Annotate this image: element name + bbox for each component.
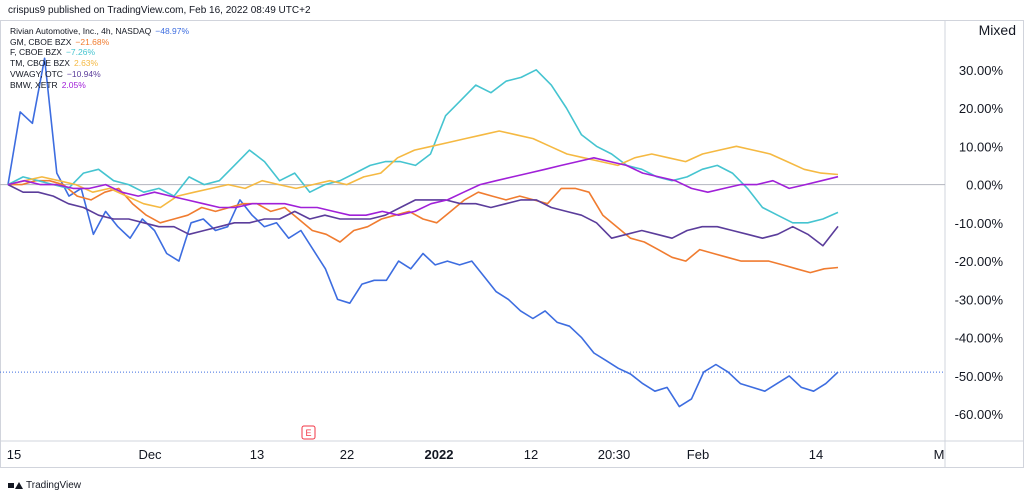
legend-item-3[interactable]: TM, CBOE BZX 2.63%	[10, 58, 189, 69]
legend-item-name: Rivian Automotive, Inc., 4h, NASDAQ	[10, 26, 152, 36]
scale-mode-label[interactable]: Mixed	[978, 22, 1016, 38]
series-legend: Rivian Automotive, Inc., 4h, NASDAQ −48.9…	[10, 26, 189, 90]
series-line-5[interactable]	[7, 157, 839, 216]
legend-item-2[interactable]: F, CBOE BZX −7.26%	[10, 47, 189, 58]
legend-item-value: −48.97%	[155, 26, 190, 36]
series-line-4[interactable]	[7, 183, 839, 247]
x-tick-label-8: 14	[809, 447, 823, 462]
y-tick-label-9: -60.00%	[955, 407, 1004, 422]
tradingview-logo-icon	[8, 481, 23, 490]
series-line-0[interactable]	[7, 57, 839, 408]
footer-brand-label: TradingView	[26, 480, 82, 491]
earnings-marker[interactable]: E	[301, 425, 316, 440]
legend-item-5[interactable]: BMW, XETR 2.05%	[10, 80, 189, 91]
legend-item-4[interactable]: VWAGY, OTC −10.94%	[10, 69, 189, 80]
y-tick-label-6: -30.00%	[955, 292, 1004, 307]
y-tick-label-7: -40.00%	[955, 331, 1004, 346]
earnings-marker-label: E	[305, 428, 311, 438]
legend-item-value: 2.63%	[73, 58, 99, 69]
series-line-2[interactable]	[7, 68, 839, 224]
legend-item-name: TM, CBOE BZX	[10, 58, 70, 69]
x-tick-label-1: Dec	[138, 447, 162, 462]
y-tick-label-1: 20.00%	[959, 101, 1004, 116]
legend-item-value: 2.05%	[61, 79, 86, 90]
legend-item-value: −21.68%	[75, 36, 110, 47]
legend-item-value: −7.26%	[65, 47, 96, 58]
legend-item-name: BMW, XETR	[10, 79, 58, 90]
series-line-1[interactable]	[8, 179, 839, 274]
series-line-3[interactable]	[7, 130, 839, 209]
x-tick-label-9: M	[934, 447, 945, 462]
y-tick-label-8: -50.00%	[955, 369, 1004, 384]
x-tick-label-6: 20:30	[598, 447, 631, 462]
legend-item-name: VWAGY, OTC	[10, 68, 63, 79]
legend-item-1[interactable]: GM, CBOE BZX −21.68%	[10, 37, 189, 48]
x-tick-label-0: 15	[7, 447, 21, 462]
comparison-chart[interactable]: 30.00% 20.00% 10.00% 0.00% -10.00% -20.00% -30…	[0, 20, 1024, 468]
y-tick-label-2: 10.00%	[959, 139, 1004, 154]
footer-brand: TradingView	[8, 480, 81, 491]
y-tick-label-3: 0.00%	[966, 178, 1003, 193]
legend-item-0[interactable]: Rivian Automotive, Inc., 4h, NASDAQ −48.9…	[10, 26, 189, 37]
publish-header: crispus9 published on TradingView.com, F…	[8, 5, 311, 16]
legend-item-name: F, CBOE BZX	[10, 47, 62, 58]
y-tick-label-4: -10.00%	[955, 216, 1004, 231]
x-tick-label-2: 13	[250, 447, 264, 462]
legend-item-value: −10.94%	[66, 68, 101, 79]
x-tick-label-7: Feb	[687, 447, 709, 462]
x-tick-label-5: 12	[524, 447, 538, 462]
x-tick-label-3: 22	[340, 447, 354, 462]
y-tick-label-5: -20.00%	[955, 254, 1004, 269]
legend-item-name: GM, CBOE BZX	[10, 36, 72, 47]
x-tick-label-4: 2022	[425, 447, 454, 462]
y-tick-label-0: 30.00%	[959, 63, 1004, 78]
